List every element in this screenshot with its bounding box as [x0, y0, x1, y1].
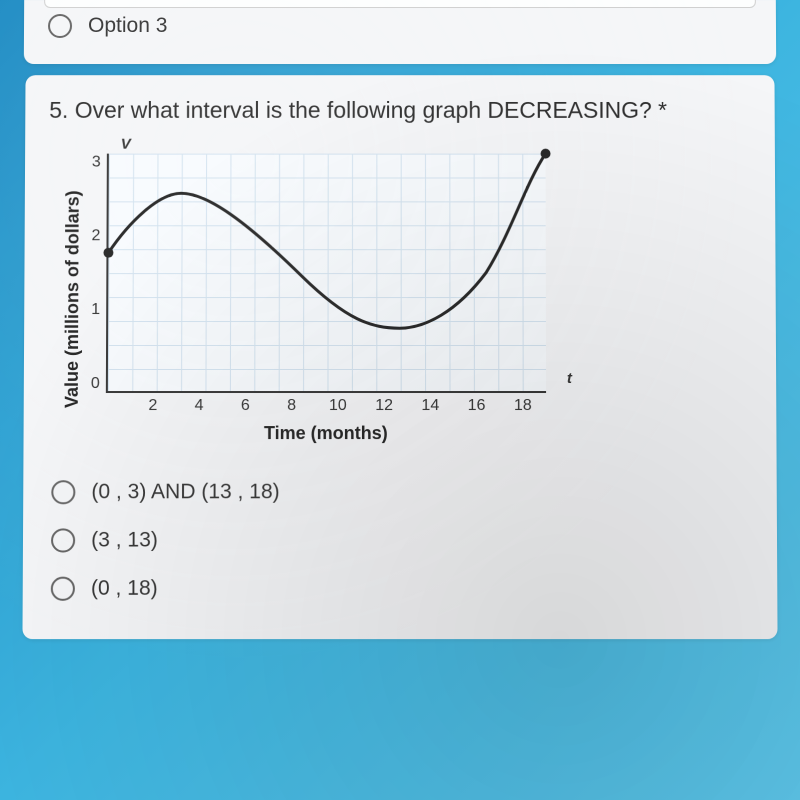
chart-container: Value (millions of dollars) 3 2 1 0 V t …: [54, 154, 753, 444]
radio-icon[interactable]: [48, 14, 72, 38]
answer-label: (0 , 3) AND (13 , 18): [91, 480, 279, 504]
xtick: 2: [130, 397, 176, 415]
answer-label: (3 , 13): [91, 528, 158, 552]
start-point: [103, 248, 113, 258]
question-number: 5.: [49, 97, 68, 123]
xtick: 12: [361, 397, 407, 415]
chart-column: V t 2 4 6 8 10 12 14 16 18 Time (months): [106, 154, 547, 444]
x-axis-label: Time (months): [106, 423, 547, 444]
answer-option-1[interactable]: (0 , 3) AND (13 , 18): [47, 474, 753, 510]
y-axis-var: V: [121, 136, 131, 153]
answer-option-2[interactable]: (3 , 13): [47, 522, 753, 558]
xtick: 16: [453, 397, 499, 415]
xtick: 10: [315, 397, 361, 415]
xtick: 14: [407, 397, 453, 415]
radio-icon[interactable]: [51, 480, 75, 504]
previous-question-card: Option 3: [24, 0, 776, 64]
question-body: Over what interval is the following grap…: [75, 97, 652, 123]
radio-icon[interactable]: [51, 528, 75, 552]
answer-options: (0 , 3) AND (13 , 18) (3 , 13) (0 , 18): [47, 474, 754, 607]
radio-icon[interactable]: [51, 577, 75, 601]
chart-plot: V t: [106, 154, 546, 393]
answer-option-3[interactable]: (0 , 18): [47, 571, 754, 607]
ytick: 3: [92, 154, 101, 172]
xtick: 6: [222, 397, 268, 415]
y-ticks: 3 2 1 0: [91, 154, 107, 393]
curve-svg: [108, 154, 546, 392]
end-point: [540, 149, 550, 159]
xtick: 18: [500, 397, 546, 415]
question-card: 5. Over what interval is the following g…: [22, 75, 777, 639]
option-row[interactable]: Option 3: [48, 8, 752, 44]
answer-label: (0 , 18): [91, 577, 158, 601]
xtick: 4: [176, 397, 222, 415]
option-label: Option 3: [88, 14, 167, 38]
x-axis-var: t: [567, 370, 572, 387]
ytick: 2: [91, 227, 100, 245]
x-ticks: 2 4 6 8 10 12 14 16 18: [106, 393, 546, 415]
xtick: 8: [268, 397, 314, 415]
curve-path: [108, 154, 546, 329]
ytick: 1: [91, 301, 100, 319]
ytick: 0: [91, 375, 100, 393]
question-text: 5. Over what interval is the following g…: [49, 95, 751, 126]
y-axis-label: Value (millions of dollars): [54, 154, 92, 444]
required-marker: *: [658, 97, 667, 123]
